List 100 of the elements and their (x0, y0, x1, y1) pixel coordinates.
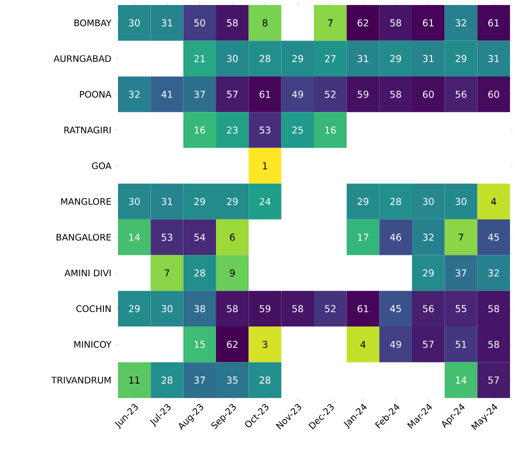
data-label: 29 (456, 55, 466, 62)
data-label: 3 (262, 340, 268, 348)
data-label: 61 (488, 19, 499, 26)
data-label: 49 (390, 340, 402, 348)
data-label: 14 (456, 376, 467, 384)
y-tick-label: MANGLORE (61, 198, 111, 205)
data-label: 6 (230, 234, 235, 241)
data-label: 38 (194, 305, 206, 312)
data-label: 32 (423, 234, 434, 241)
data-label: 28 (162, 376, 172, 384)
data-label: 28 (194, 269, 206, 277)
data-label: 7 (328, 19, 333, 26)
data-label: 30 (162, 305, 172, 312)
data-label: 59 (260, 305, 270, 312)
y-tick-label: BOMBAY (74, 19, 112, 26)
y-tick-label: BANGALORE (56, 234, 111, 241)
data-label: 29 (423, 269, 434, 277)
data-label: 37 (194, 376, 205, 384)
data-label: 4 (491, 198, 496, 205)
data-label: 30 (129, 19, 140, 26)
data-label: 58 (390, 19, 402, 26)
data-label: 51 (456, 340, 466, 348)
data-label: 7 (458, 234, 464, 241)
data-label: 59 (358, 90, 368, 98)
data-label: 53 (260, 126, 270, 134)
y-tick-label: AMINI DIVI (64, 270, 111, 276)
data-label: 30 (129, 198, 140, 206)
data-label: 15 (194, 340, 205, 348)
data-label: 56 (423, 305, 434, 312)
y-tick-label: GOA (92, 162, 112, 170)
data-label: 31 (423, 55, 434, 62)
data-label: 41 (161, 90, 172, 98)
data-label: 7 (164, 270, 170, 276)
data-label: 45 (390, 305, 401, 312)
data-label: 14 (129, 234, 140, 241)
data-label: 52 (325, 90, 336, 98)
data-label: 32 (129, 90, 140, 98)
data-label: 21 (194, 55, 205, 62)
data-label: 54 (194, 234, 206, 241)
data-label: 27 (325, 55, 336, 62)
data-label: 29 (390, 55, 402, 62)
data-label: 25 (292, 126, 303, 134)
data-label: 46 (390, 234, 402, 241)
y-tick-label: MINICOY (74, 341, 112, 348)
data-label: 30 (423, 198, 434, 206)
data-label: 56 (456, 90, 466, 98)
data-label: 60 (422, 90, 434, 98)
data-label: 9 (230, 269, 235, 277)
data-label: 58 (227, 19, 238, 26)
data-label: 57 (227, 90, 238, 98)
data-label: 60 (488, 90, 500, 98)
data-label: 31 (358, 55, 368, 62)
data-label: 61 (260, 90, 270, 98)
data-label: 58 (292, 305, 304, 312)
data-label: 37 (194, 90, 205, 98)
data-label: 62 (226, 340, 238, 348)
data-label: 28 (260, 55, 270, 62)
data-label: 49 (292, 90, 304, 98)
data-label: 45 (488, 234, 499, 241)
data-label: 61 (422, 19, 434, 26)
y-tick-label: POONA (80, 90, 112, 98)
data-label: 16 (325, 126, 336, 134)
data-label: 58 (227, 305, 238, 312)
data-label: 30 (456, 198, 466, 206)
data-label: 29 (129, 305, 140, 312)
data-label: 29 (358, 198, 368, 206)
data-label: 32 (456, 19, 466, 26)
data-label: 61 (358, 305, 368, 312)
data-label: 58 (488, 305, 500, 312)
y-tick-label: COCHIN (76, 305, 111, 312)
data-label: 57 (488, 376, 499, 384)
data-label: 55 (456, 305, 466, 312)
data-label: 37 (456, 269, 466, 277)
data-label: 4 (360, 340, 366, 348)
y-tick-label: AURNGABAD (54, 55, 111, 62)
data-label: 31 (488, 55, 499, 62)
data-label: 17 (358, 234, 368, 241)
data-label: 16 (194, 126, 206, 134)
data-label: 29 (292, 55, 304, 62)
data-label: 58 (488, 340, 500, 348)
data-label: 1 (263, 162, 268, 170)
data-label: 11 (129, 376, 140, 384)
y-tick-label: TRIVANDRUM (51, 376, 111, 384)
data-label: 23 (227, 126, 238, 134)
data-label: 24 (260, 198, 270, 206)
data-label: 31 (162, 19, 172, 26)
data-label: 52 (325, 305, 336, 312)
data-label: 29 (227, 198, 238, 206)
data-label: 28 (390, 198, 402, 206)
data-label: 53 (162, 234, 172, 241)
data-label: 58 (390, 90, 402, 98)
data-label: 29 (194, 198, 206, 206)
data-label: 35 (227, 376, 238, 384)
data-label: 62 (358, 19, 368, 26)
data-label: 31 (162, 198, 172, 206)
data-label: 32 (488, 269, 499, 277)
data-label: 30 (227, 55, 238, 62)
y-tick-label: RATNAGIRI (64, 126, 111, 134)
data-label: 57 (423, 340, 434, 348)
data-label: 28 (260, 376, 270, 384)
